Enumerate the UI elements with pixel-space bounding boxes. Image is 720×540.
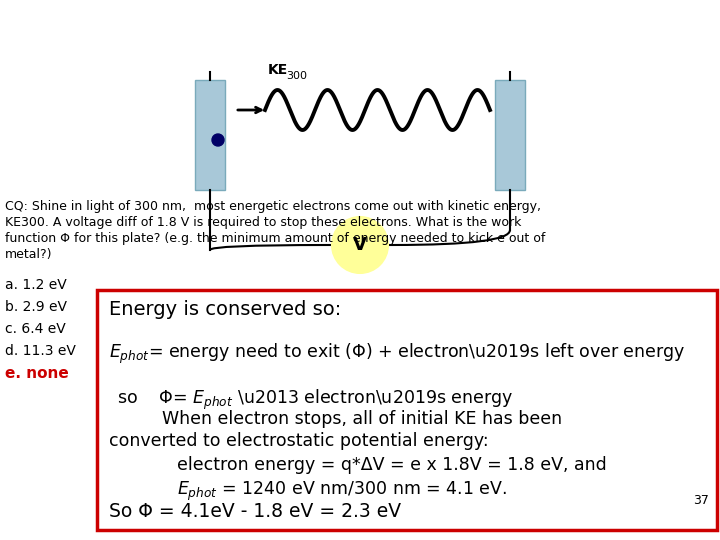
Bar [195, 80, 225, 190]
Text: d. 11.3 eV: d. 11.3 eV [5, 344, 76, 358]
Text: function Φ for this plate? (e.g. the minimum amount of energy needed to kick e o: function Φ for this plate? (e.g. the min… [5, 232, 545, 245]
Text: electron energy = q*ΔV = e x 1.8V = 1.8 eV, and: electron energy = q*ΔV = e x 1.8V = 1.8 … [177, 456, 607, 474]
Bar [495, 80, 525, 190]
Circle shape [332, 217, 388, 273]
Text: So Φ = 4.1eV - 1.8 eV = 2.3 eV: So Φ = 4.1eV - 1.8 eV = 2.3 eV [109, 502, 401, 521]
Text: so    $\Phi$= $E_{phot}$ \u2013 electron\u2019s energy: so $\Phi$= $E_{phot}$ \u2013 electron\u2… [117, 388, 513, 412]
Text: metal?): metal?) [5, 248, 53, 261]
Text: 37: 37 [693, 494, 709, 507]
Text: converted to electrostatic potential energy:: converted to electrostatic potential ene… [109, 432, 489, 450]
Text: 300: 300 [286, 71, 307, 81]
Text: e. none: e. none [5, 366, 68, 381]
Text: KE300. A voltage diff of 1.8 V is required to stop these electrons. What is the : KE300. A voltage diff of 1.8 V is requir… [5, 216, 521, 229]
Text: CQ: Shine in light of 300 nm,  most energetic electrons come out with kinetic en: CQ: Shine in light of 300 nm, most energ… [5, 200, 541, 213]
Text: $E_{phot}$ = 1240 eV nm/300 nm = 4.1 eV.: $E_{phot}$ = 1240 eV nm/300 nm = 4.1 eV. [177, 480, 507, 503]
Text: c. 6.4 eV: c. 6.4 eV [5, 322, 66, 336]
Text: When electron stops, all of initial KE has been: When electron stops, all of initial KE h… [162, 410, 562, 428]
FancyBboxPatch shape [97, 290, 717, 530]
Circle shape [212, 134, 224, 146]
Text: a. 1.2 eV: a. 1.2 eV [5, 278, 67, 292]
Text: $E_{phot}$= energy need to exit ($\Phi$) + electron\u2019s left over energy: $E_{phot}$= energy need to exit ($\Phi$)… [109, 342, 685, 366]
Text: b. 2.9 eV: b. 2.9 eV [5, 300, 67, 314]
Text: KE: KE [268, 63, 288, 77]
Text: V: V [353, 236, 367, 254]
Text: Energy is conserved so:: Energy is conserved so: [109, 300, 341, 319]
